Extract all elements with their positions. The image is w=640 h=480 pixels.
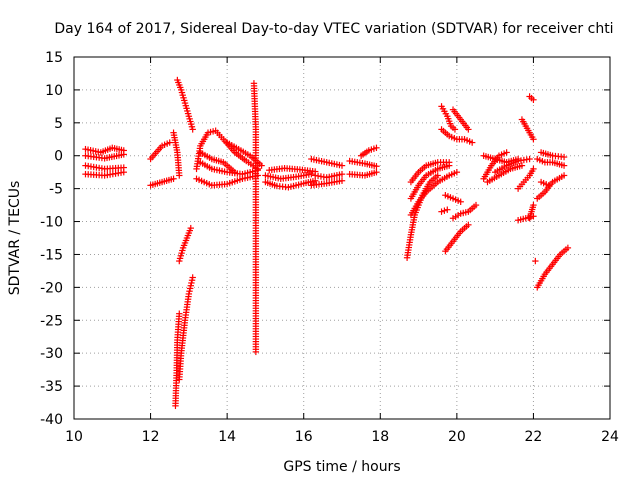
data-point [187,282,194,289]
data-point [465,126,472,133]
x-tick-label: 18 [371,429,389,445]
data-point [176,172,183,179]
y-tick-label: -15 [40,247,63,263]
y-tick-label: -5 [49,182,63,198]
data-point [532,257,539,265]
data-point [441,207,448,214]
data-point [188,279,195,287]
data-point [373,144,380,152]
data-point [308,170,315,178]
x-axis-label: GPS time / hours [283,459,400,475]
data-point [564,244,572,252]
data-point [338,162,346,169]
y-tick-label: -25 [40,313,63,329]
x-tick-label: 24 [601,429,619,445]
data-point [530,165,537,173]
data-point [526,155,533,163]
data-point [176,310,183,317]
y-tick-label: -35 [40,379,63,395]
y-tick-label: -20 [40,280,63,296]
x-tick-label: 10 [65,429,83,445]
data-point [120,151,127,158]
data-point [373,163,380,170]
x-tick-label: 16 [295,429,313,445]
y-tick-label: -30 [40,346,63,362]
data-point [185,290,193,298]
data-point [252,348,260,356]
data-point [446,159,453,166]
data-point [189,126,196,133]
data-point [545,182,552,189]
data-point [451,126,459,133]
chart-title: Day 164 of 2017, Sidereal Day-to-day VTE… [54,21,613,37]
y-tick-label: 15 [45,50,63,66]
data-point [453,168,461,176]
data-point [120,168,127,176]
data-point [166,139,173,146]
data-point [186,288,193,295]
data-point [560,172,568,179]
data-point [468,139,476,146]
data-point [434,172,441,179]
data-point [530,96,537,103]
plot-frame [73,56,611,420]
data-point [186,285,194,292]
y-tick-label: 10 [45,83,63,99]
data-point [189,274,196,281]
y-axis-label: SDTVAR / TECUs [7,181,23,296]
data-point [457,198,464,205]
tick-labels: 10 12 14 16 18 20 22 24 -40 -35 -30 -25 -20 -15 -10 -5 0… [40,50,619,445]
y-tick-label: -10 [40,215,63,231]
data-point [465,221,472,229]
data-point [444,206,451,213]
data-point [503,149,510,156]
data-point [373,168,380,176]
y-tick-label: 5 [54,116,63,132]
data-point [231,168,238,176]
data-point [472,201,480,209]
data-point [187,224,194,232]
data-point [338,177,346,184]
x-tick-label: 22 [525,429,543,445]
x-tick-label: 20 [448,429,466,445]
grid-lines [74,57,610,419]
data-point [530,201,537,209]
data-point [560,162,568,169]
x-tick-label: 12 [142,429,160,445]
y-tick-label: 0 [54,149,63,165]
y-tick-label: -40 [40,412,63,428]
data-point [438,208,445,215]
data-point [560,153,568,161]
x-tick-label: 14 [218,429,236,445]
data-points [82,76,572,410]
data-point [530,213,537,220]
data-point [258,162,265,169]
data-point [530,136,537,143]
data-point [518,162,526,169]
data-point [170,175,177,182]
data-point [338,170,346,178]
data-point [188,277,196,284]
